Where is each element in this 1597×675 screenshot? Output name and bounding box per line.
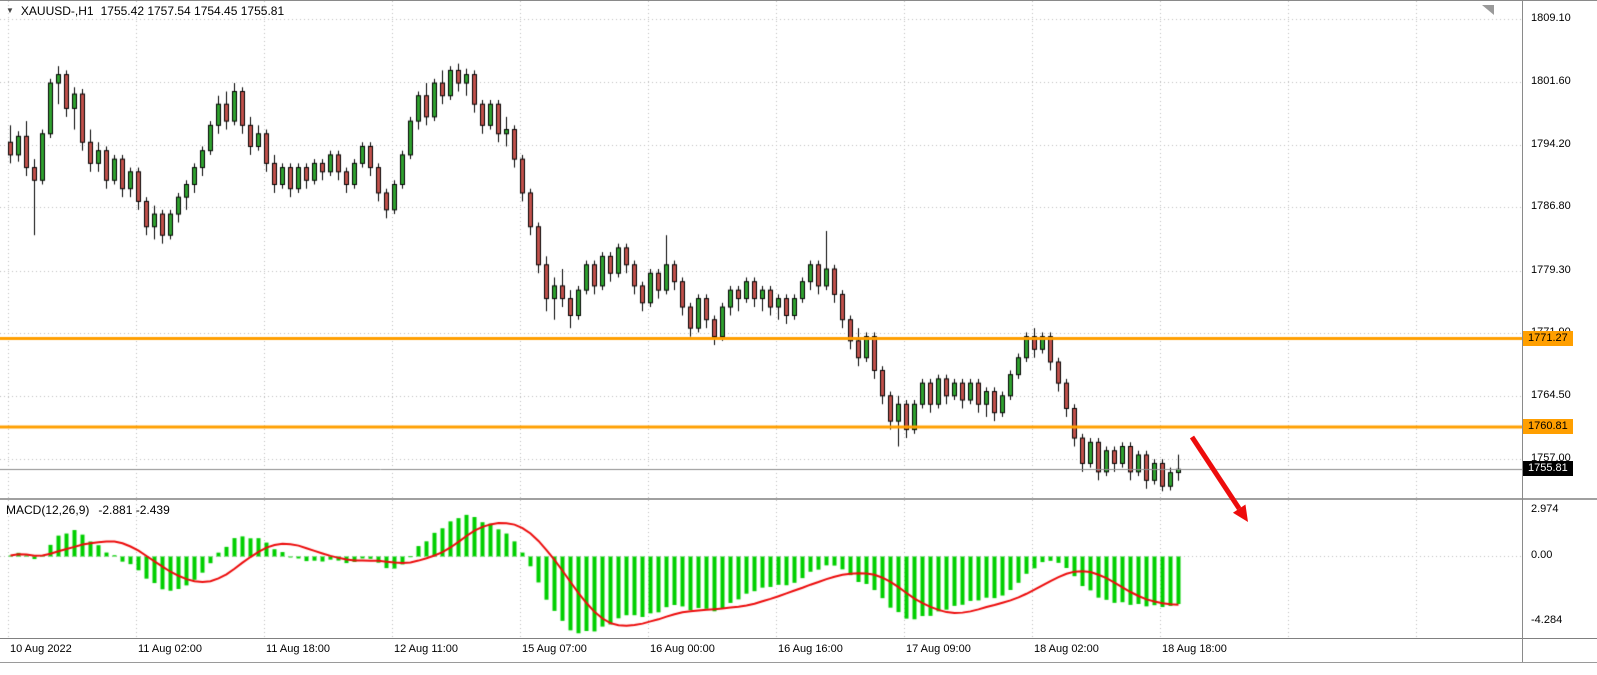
macd-indicator-pane[interactable]: MACD(12,26,9) -2.881 -2.439 [0, 500, 1522, 638]
macd-label: MACD(12,26,9) [6, 503, 90, 517]
main-chart-pane[interactable]: ▼ XAUUSD-,H1 1755.42 1757.54 1754.45 175… [0, 1, 1522, 498]
macd-indicator-canvas[interactable] [0, 500, 1522, 638]
price-tick-label: 1786.80 [1531, 200, 1571, 212]
bid-price-tag: 1755.81 [1523, 461, 1573, 476]
indicator-tick-label: 0.00 [1531, 549, 1553, 561]
time-tick-label: 12 Aug 11:00 [394, 643, 459, 655]
hline-price-tag[interactable]: 1771.27 [1523, 331, 1573, 346]
time-tick-label: 16 Aug 00:00 [650, 643, 715, 655]
hline-price-tag[interactable]: 1760.81 [1523, 419, 1573, 434]
indicator-tick-label: -4.284 [1531, 614, 1563, 626]
candlestick-chart-canvas[interactable] [0, 1, 1522, 498]
pane-divider[interactable] [0, 498, 1597, 500]
axis-separator-line [1522, 1, 1523, 663]
indicator-axis: 2.974 0.00 -4.284 [1523, 500, 1596, 638]
symbol-timeframe-label: XAUUSD-,H1 [20, 4, 94, 18]
time-axis[interactable]: 10 Aug 2022 11 Aug 02:00 11 Aug 18:00 12 Au… [0, 639, 1597, 663]
time-tick-label: 11 Aug 02:00 [138, 643, 203, 655]
macd-values-label: -2.881 -2.439 [98, 503, 170, 517]
chart-menu-triangle-icon[interactable]: ▼ [6, 6, 14, 15]
time-tick-label: 18 Aug 02:00 [1034, 643, 1099, 655]
price-tick-label: 1779.30 [1531, 264, 1571, 276]
price-tick-label: 1794.20 [1531, 138, 1571, 150]
price-tick-label: 1809.10 [1531, 12, 1571, 24]
time-tick-label: 16 Aug 16:00 [778, 643, 843, 655]
indicator-tick-label: 2.974 [1531, 503, 1559, 515]
time-tick-label: 18 Aug 18:00 [1162, 643, 1227, 655]
time-tick-label: 11 Aug 18:00 [266, 643, 331, 655]
autoscroll-marker-icon[interactable] [1482, 5, 1494, 15]
chart-header: ▼ XAUUSD-,H1 1755.42 1757.54 1754.45 175… [6, 4, 284, 18]
time-tick-label: 10 Aug 2022 [10, 643, 72, 655]
indicator-bottom-border [0, 638, 1597, 639]
price-tick-label: 1801.60 [1531, 75, 1571, 87]
ohlc-values-label: 1755.42 1757.54 1754.45 1755.81 [100, 4, 285, 18]
time-tick-label: 17 Aug 09:00 [906, 643, 971, 655]
price-tick-label: 1764.50 [1531, 389, 1571, 401]
price-axis[interactable]: 1809.10 1801.60 1794.20 1786.80 1779.30 1771.… [1523, 1, 1596, 498]
time-tick-label: 15 Aug 07:00 [522, 643, 587, 655]
macd-header: MACD(12,26,9) -2.881 -2.439 [6, 503, 170, 517]
